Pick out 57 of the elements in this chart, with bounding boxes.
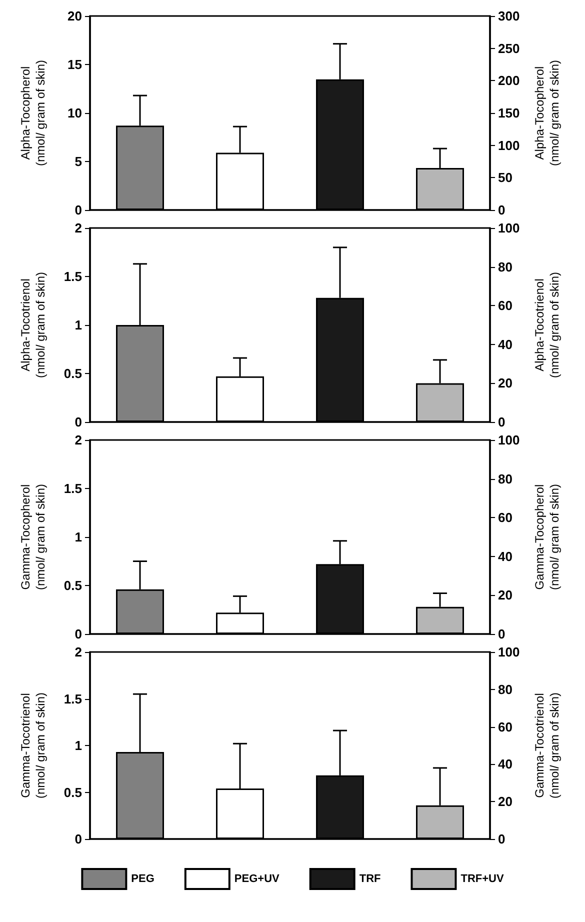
- y2-tick-label: 40: [498, 336, 512, 352]
- y2-axis-title: Gamma-Tocotrienol (nmol/ gram of skin): [532, 692, 562, 799]
- y-tick-label: 0.5: [64, 578, 82, 593]
- y-tick-label: 10: [68, 106, 82, 120]
- legend-label: TRF: [359, 873, 382, 885]
- y2-tick-label: 60: [498, 298, 512, 314]
- y-tick-label: 1: [74, 530, 82, 544]
- y-tick-label: 0: [74, 414, 82, 430]
- y2-tick-label: 100: [498, 644, 520, 660]
- y-tick-label: 0: [74, 832, 82, 846]
- y-tick-label: 2: [74, 220, 82, 236]
- y-tick-label: 0: [74, 202, 82, 218]
- y2-tick-label: 40: [498, 756, 512, 772]
- y2-tick-label: 50: [498, 170, 512, 186]
- y2-tick-label: 100: [498, 138, 520, 153]
- y-tick-label: 0: [74, 626, 82, 642]
- y2-tick-label: 60: [498, 719, 512, 734]
- legend-label: PEG: [131, 873, 154, 885]
- y-tick-label: 1.5: [64, 691, 82, 706]
- legend-label: PEG+UV: [234, 873, 280, 885]
- y2-tick-label: 80: [498, 471, 512, 486]
- y2-axis-title: Alpha-Tocopherol (nmol/ gram of skin): [532, 60, 562, 166]
- y-tick-label: 15: [68, 57, 82, 72]
- y2-tick-label: 0: [498, 832, 506, 846]
- y2-tick-label: 40: [498, 548, 512, 564]
- y-tick-label: 1.5: [64, 481, 82, 496]
- y-tick-label: 2: [74, 432, 82, 448]
- y2-tick-label: 100: [498, 220, 520, 236]
- y2-tick-label: 60: [498, 510, 512, 526]
- y-axis-title: Alpha-Tocopherol (nmol/ gram of skin): [18, 60, 48, 166]
- y-tick-label: 0.5: [64, 784, 82, 800]
- y2-tick-label: 20: [498, 588, 512, 603]
- y2-tick-label: 0: [498, 414, 506, 430]
- y-axis-title: Gamma-Tocotrienol (nmol/ gram of skin): [18, 692, 48, 799]
- y-tick-label: 1: [74, 318, 82, 332]
- y-tick-label: 2: [74, 644, 82, 660]
- y2-tick-label: 20: [498, 376, 512, 391]
- legend-label: TRF+UV: [460, 873, 504, 885]
- y2-tick-label: 20: [498, 794, 512, 810]
- y2-tick-label: 150: [498, 106, 520, 120]
- y-tick-label: 1.5: [64, 269, 82, 284]
- y-tick-label: 5: [74, 154, 82, 169]
- y2-axis-title: Gamma-Tocopherol (nmol/ gram of skin): [532, 484, 562, 590]
- y2-axis-title: Alpha-Tocotrienol (nmol/ gram of skin): [532, 272, 562, 378]
- y2-tick-label: 100: [498, 432, 520, 448]
- y2-tick-label: 80: [498, 259, 512, 274]
- y-tick-label: 0.5: [64, 366, 82, 381]
- y2-tick-label: 0: [498, 626, 506, 642]
- y2-tick-label: 200: [498, 73, 520, 88]
- y-tick-label: 20: [68, 8, 82, 24]
- y2-tick-label: 300: [498, 8, 520, 24]
- y-tick-label: 1: [74, 738, 82, 753]
- y2-tick-label: 0: [498, 202, 506, 218]
- y-axis-title: Alpha-Tocotrienol (nmol/ gram of skin): [18, 272, 48, 378]
- y2-tick-label: 250: [498, 40, 520, 56]
- y2-tick-label: 80: [498, 682, 512, 697]
- y-axis-title: Gamma-Tocopherol (nmol/ gram of skin): [18, 484, 48, 590]
